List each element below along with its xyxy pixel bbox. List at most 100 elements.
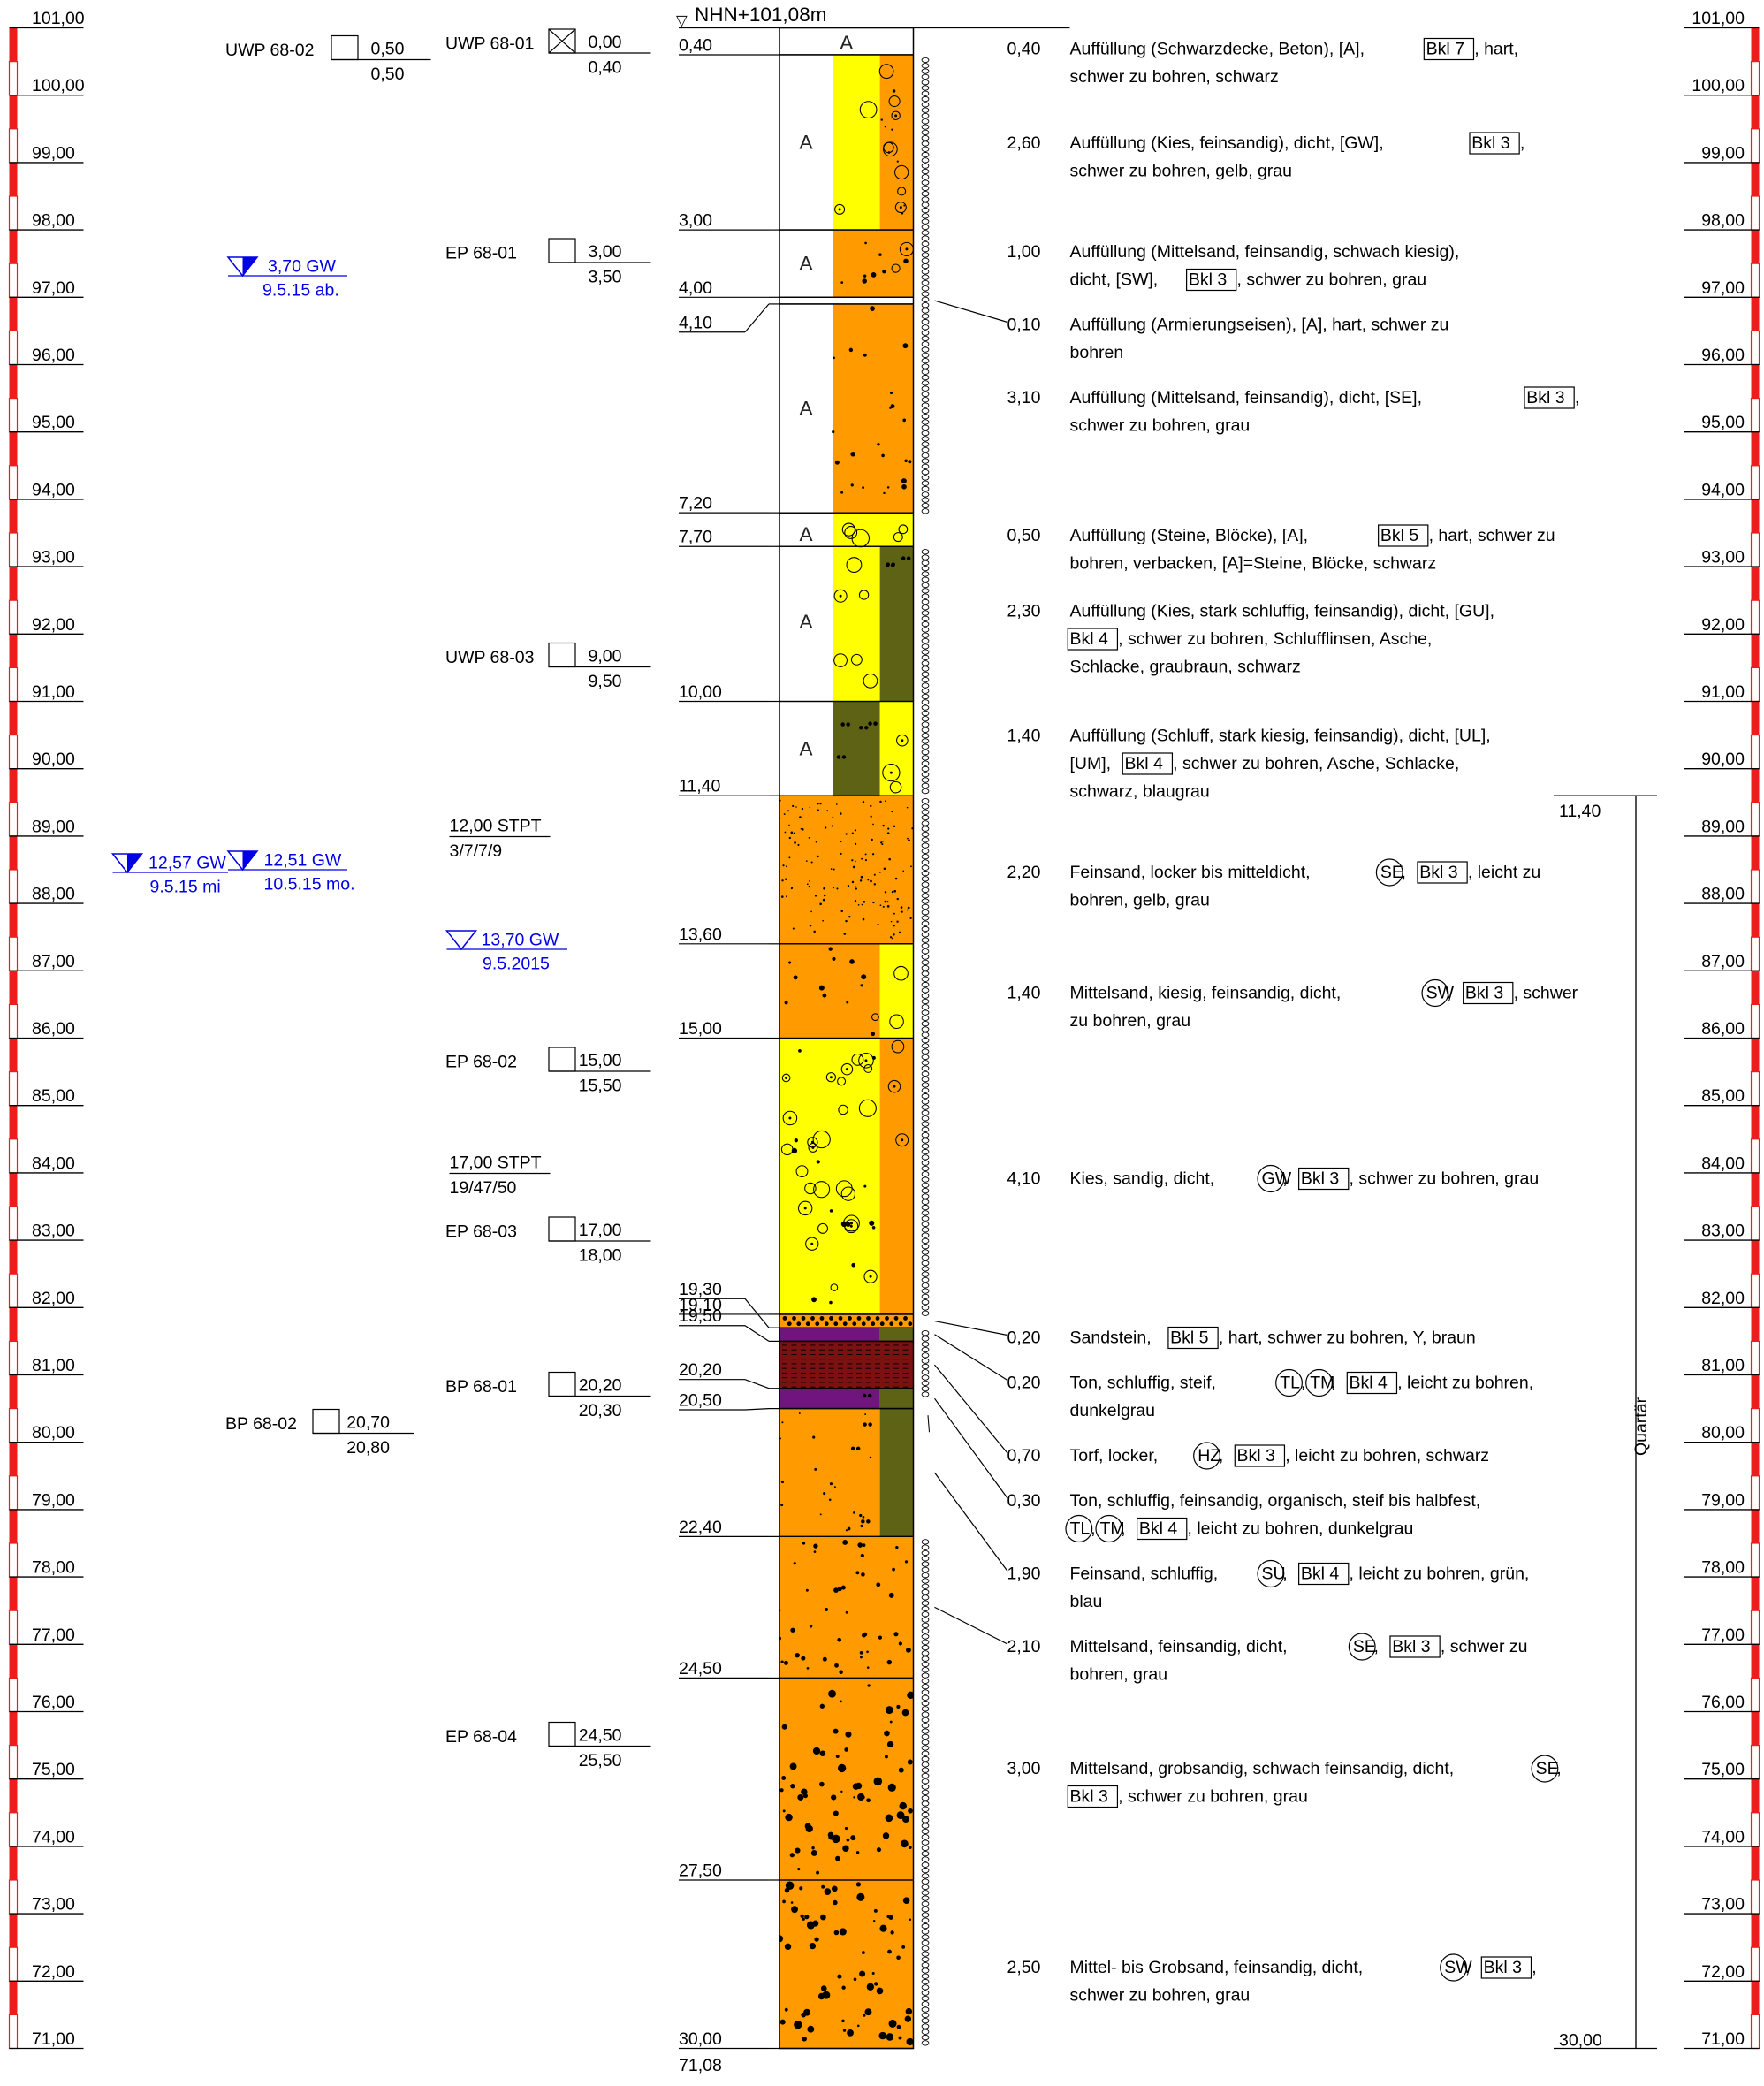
layer-fill bbox=[879, 546, 914, 702]
casing-link bbox=[921, 1694, 930, 1701]
description-text: , bbox=[1331, 1374, 1335, 1393]
gravel-core bbox=[869, 1275, 872, 1278]
sand-dot bbox=[819, 802, 822, 805]
gravel-core bbox=[811, 1146, 815, 1149]
casing-link bbox=[921, 676, 930, 683]
sand-dot bbox=[853, 1977, 857, 1982]
description-text: dunkelgrau bbox=[1070, 1401, 1156, 1420]
groundwater-triangle-fill bbox=[242, 257, 257, 276]
casing-link bbox=[921, 688, 930, 694]
casing-link bbox=[921, 1210, 930, 1216]
casing-link bbox=[921, 837, 930, 843]
sand-dot bbox=[889, 407, 892, 409]
layer-pattern-sand-gravel bbox=[784, 947, 909, 1037]
description-text: , leicht zu bohren, grün, bbox=[1350, 1564, 1530, 1584]
casing-link bbox=[921, 1762, 930, 1768]
casing-link bbox=[921, 1283, 930, 1289]
depth-leader bbox=[744, 1298, 770, 1328]
gravel-ring bbox=[878, 64, 894, 80]
depth-labels: 0,40 3,00 4,00 4,10 7,20 7,70 10,00 11,40 13,60 1… bbox=[679, 35, 779, 2050]
casing-link bbox=[921, 1215, 930, 1222]
sand-dot bbox=[809, 1942, 817, 1950]
gravel-ring bbox=[795, 1165, 809, 1178]
description-text: bohren, gelb, grau bbox=[1070, 891, 1210, 910]
sand-dot bbox=[896, 160, 899, 163]
sand-dot bbox=[819, 1781, 825, 1787]
soil-group-circle: TL bbox=[1070, 1519, 1091, 1539]
sand-dot bbox=[855, 1851, 860, 1854]
gravel-ring bbox=[858, 590, 870, 600]
description-text: Feinsand, locker bis mitteldicht, bbox=[1070, 863, 1311, 882]
scale-bar-white bbox=[1750, 1812, 1760, 1847]
sand-dot bbox=[831, 1885, 838, 1892]
sandstone-dot bbox=[885, 1316, 889, 1321]
casing-link bbox=[921, 102, 930, 108]
gravel-ring bbox=[830, 1283, 839, 1291]
sand-dot bbox=[861, 974, 867, 980]
sand-dot bbox=[908, 839, 910, 842]
scale-bar-white bbox=[8, 735, 19, 770]
casing-link bbox=[921, 693, 930, 700]
casing-link bbox=[921, 782, 930, 788]
casing-link bbox=[921, 1346, 930, 1353]
layer-pattern-fill-gravel: A bbox=[799, 64, 909, 215]
description-text: Mittelsand, grobsandig, schwach feinsand… bbox=[1070, 1759, 1455, 1778]
scale-bar-red bbox=[9, 1442, 18, 1476]
casing-link bbox=[921, 247, 930, 253]
sandstone-dot bbox=[866, 1316, 871, 1321]
gravel-ring bbox=[808, 1142, 818, 1153]
sand-dot bbox=[850, 451, 855, 457]
soil-class-box: Bkl 3 bbox=[1471, 133, 1509, 153]
scale-label-left: 99,00 bbox=[32, 143, 75, 163]
reference-level: ▽ NHN+101,08m bbox=[676, 4, 1070, 29]
scale-label-right: 89,00 bbox=[1701, 817, 1745, 836]
sandstone-dot bbox=[856, 1316, 862, 1321]
scale-bar-red bbox=[9, 1914, 18, 1948]
sand-dot bbox=[893, 933, 895, 936]
scale-bar-red bbox=[9, 1778, 18, 1813]
sand-dot bbox=[862, 1543, 866, 1548]
sand-dot bbox=[887, 151, 891, 154]
casing-link bbox=[921, 196, 930, 202]
sand-dot bbox=[891, 811, 893, 813]
sand-dot bbox=[892, 89, 896, 93]
casing-strip bbox=[921, 57, 931, 2046]
sand-dot bbox=[800, 827, 802, 830]
casing-link bbox=[921, 318, 930, 325]
casing-link bbox=[921, 760, 930, 766]
casing-link bbox=[921, 1539, 930, 1545]
scale-bar-red bbox=[1751, 95, 1760, 129]
casing-link bbox=[921, 1369, 930, 1375]
sand-dot bbox=[861, 1795, 865, 1800]
sand-dot bbox=[844, 1747, 849, 1752]
groundwater-level: 3,70 GW bbox=[268, 257, 337, 277]
scale-bar-white bbox=[8, 1273, 19, 1308]
scale-bar-red bbox=[1751, 162, 1760, 196]
casing-link bbox=[921, 1244, 930, 1250]
sand-dot bbox=[837, 1974, 842, 1979]
scale-label-left: 90,00 bbox=[32, 750, 75, 769]
sample-bottom-depth: 9,50 bbox=[589, 672, 622, 691]
sample-bottom-depth: 20,30 bbox=[579, 1401, 622, 1420]
casing-link bbox=[921, 424, 930, 430]
layer-thickness: 2,50 bbox=[1007, 1958, 1041, 1977]
casing-link bbox=[921, 352, 930, 359]
layer-thickness: 0,40 bbox=[1007, 40, 1041, 59]
sand-dot bbox=[795, 1652, 800, 1658]
casing-link bbox=[921, 1600, 930, 1606]
casing-link bbox=[921, 1912, 930, 1918]
scale-bar-white bbox=[1750, 1610, 1760, 1645]
sand-dot bbox=[785, 1881, 795, 1890]
description-text: , hart, schwer zu bohren, Y, braun bbox=[1219, 1328, 1476, 1348]
scale-bar-red bbox=[1751, 1644, 1760, 1679]
sand-dot bbox=[840, 1585, 846, 1590]
sand-dot bbox=[869, 1220, 875, 1226]
sand-dot bbox=[795, 806, 797, 808]
casing-link bbox=[921, 2006, 930, 2013]
layer-fill bbox=[779, 1388, 880, 1409]
sand-dot bbox=[860, 1656, 863, 1659]
fill-symbol: A bbox=[799, 398, 812, 420]
sand-dot bbox=[822, 919, 824, 922]
scale-bar-red bbox=[9, 1509, 18, 1543]
